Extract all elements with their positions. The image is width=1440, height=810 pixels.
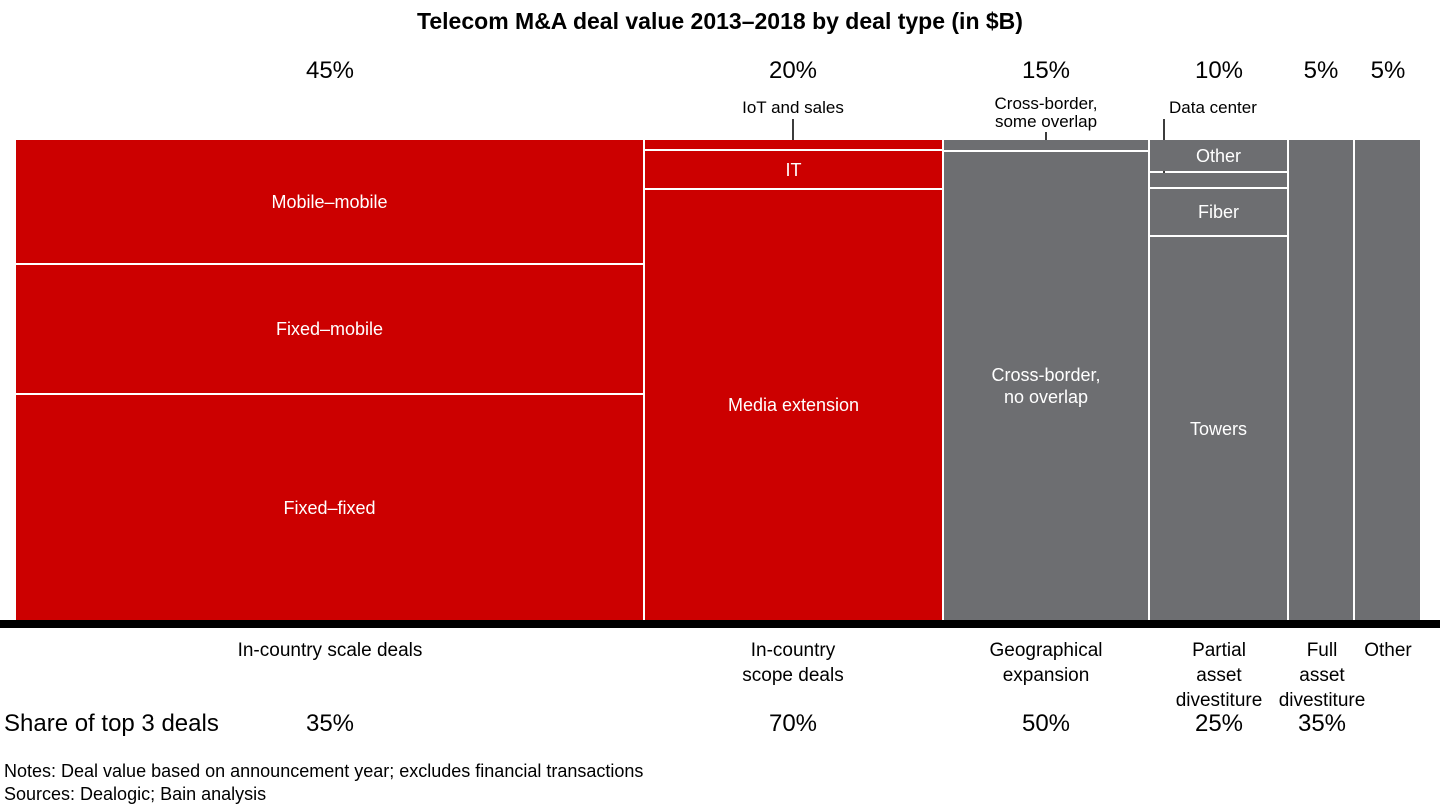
axis-label-geographical-expansion: Geographical expansion <box>989 640 1103 686</box>
width-pct-other: 5% <box>1370 57 1406 84</box>
segment-mobile-mobile: Mobile–mobile <box>16 140 643 263</box>
width-pct-in-country-scale: 45% <box>305 57 355 84</box>
width-pct-in-country-scope: 20% <box>768 57 818 84</box>
notes-line: Notes: Deal value based on announcement … <box>4 761 644 781</box>
axis-label-partial-asset-divestiture: Partial asset divestiture <box>1175 640 1263 711</box>
share-top3-partial-asset-divestiture: 25% <box>1194 710 1244 737</box>
segment-fixed-mobile: Fixed–mobile <box>16 265 643 393</box>
share-top3-geographical-expansion: 50% <box>1021 710 1071 737</box>
column-in-country-scale-deals: Mobile–mobile Fixed–mobile Fixed–fixed <box>16 140 643 620</box>
width-pct-full-asset-divestiture: 5% <box>1303 57 1339 84</box>
annotation-iot-and-sales: IoT and sales <box>742 98 844 117</box>
share-of-top3-row-label: Share of top 3 deals <box>4 710 219 737</box>
annotation-data-center: Data center <box>1169 98 1257 117</box>
axis-label-in-country-scope-deals: In-country scope deals <box>742 640 844 686</box>
share-top3-in-country-scale: 35% <box>305 710 355 737</box>
segment-full-asset-divestiture <box>1289 140 1353 620</box>
segment-it: IT <box>645 151 942 188</box>
column-in-country-scope-deals: IT Media extension <box>645 140 942 620</box>
segment-cross-border-no-overlap: Cross-border, no overlap <box>944 152 1148 620</box>
annotation-leader-line-iot <box>792 119 794 147</box>
segment-data-center <box>1150 173 1287 187</box>
axis-label-full-asset-divestiture: Full asset divestiture <box>1278 640 1366 711</box>
axis-label-in-country-scale-deals: In-country scale deals <box>237 640 423 661</box>
annotation-leader-line-cross-border <box>1045 132 1047 147</box>
column-full-asset-divestiture <box>1289 140 1353 620</box>
annotation-cross-border-some-overlap: Cross-border, some overlap <box>994 94 1098 131</box>
segment-other-assets: Other <box>1150 140 1287 171</box>
segment-media-extension: Media extension <box>645 190 942 620</box>
share-top3-full-asset-divestiture: 35% <box>1297 710 1347 737</box>
segment-towers: Towers <box>1150 237 1287 620</box>
share-top3-in-country-scope: 70% <box>768 710 818 737</box>
axis-label-other: Other <box>1364 640 1412 661</box>
column-partial-asset-divestiture: Other Fiber Towers <box>1150 140 1287 620</box>
segment-fixed-fixed: Fixed–fixed <box>16 395 643 620</box>
segment-cross-border-some-overlap <box>944 140 1148 150</box>
chart-baseline <box>0 620 1440 628</box>
segment-iot-and-sales <box>645 140 942 149</box>
width-pct-partial-asset-divestiture: 10% <box>1194 57 1244 84</box>
sources-line: Sources: Dealogic; Bain analysis <box>4 784 267 804</box>
width-pct-geographical-expansion: 15% <box>1021 57 1071 84</box>
chart-title: Telecom M&A deal value 2013–2018 by deal… <box>417 8 1023 34</box>
column-geographical-expansion: Cross-border, no overlap <box>944 140 1148 620</box>
column-other-deals <box>1355 140 1420 620</box>
segment-other-deals <box>1355 140 1420 620</box>
segment-fiber: Fiber <box>1150 189 1287 235</box>
